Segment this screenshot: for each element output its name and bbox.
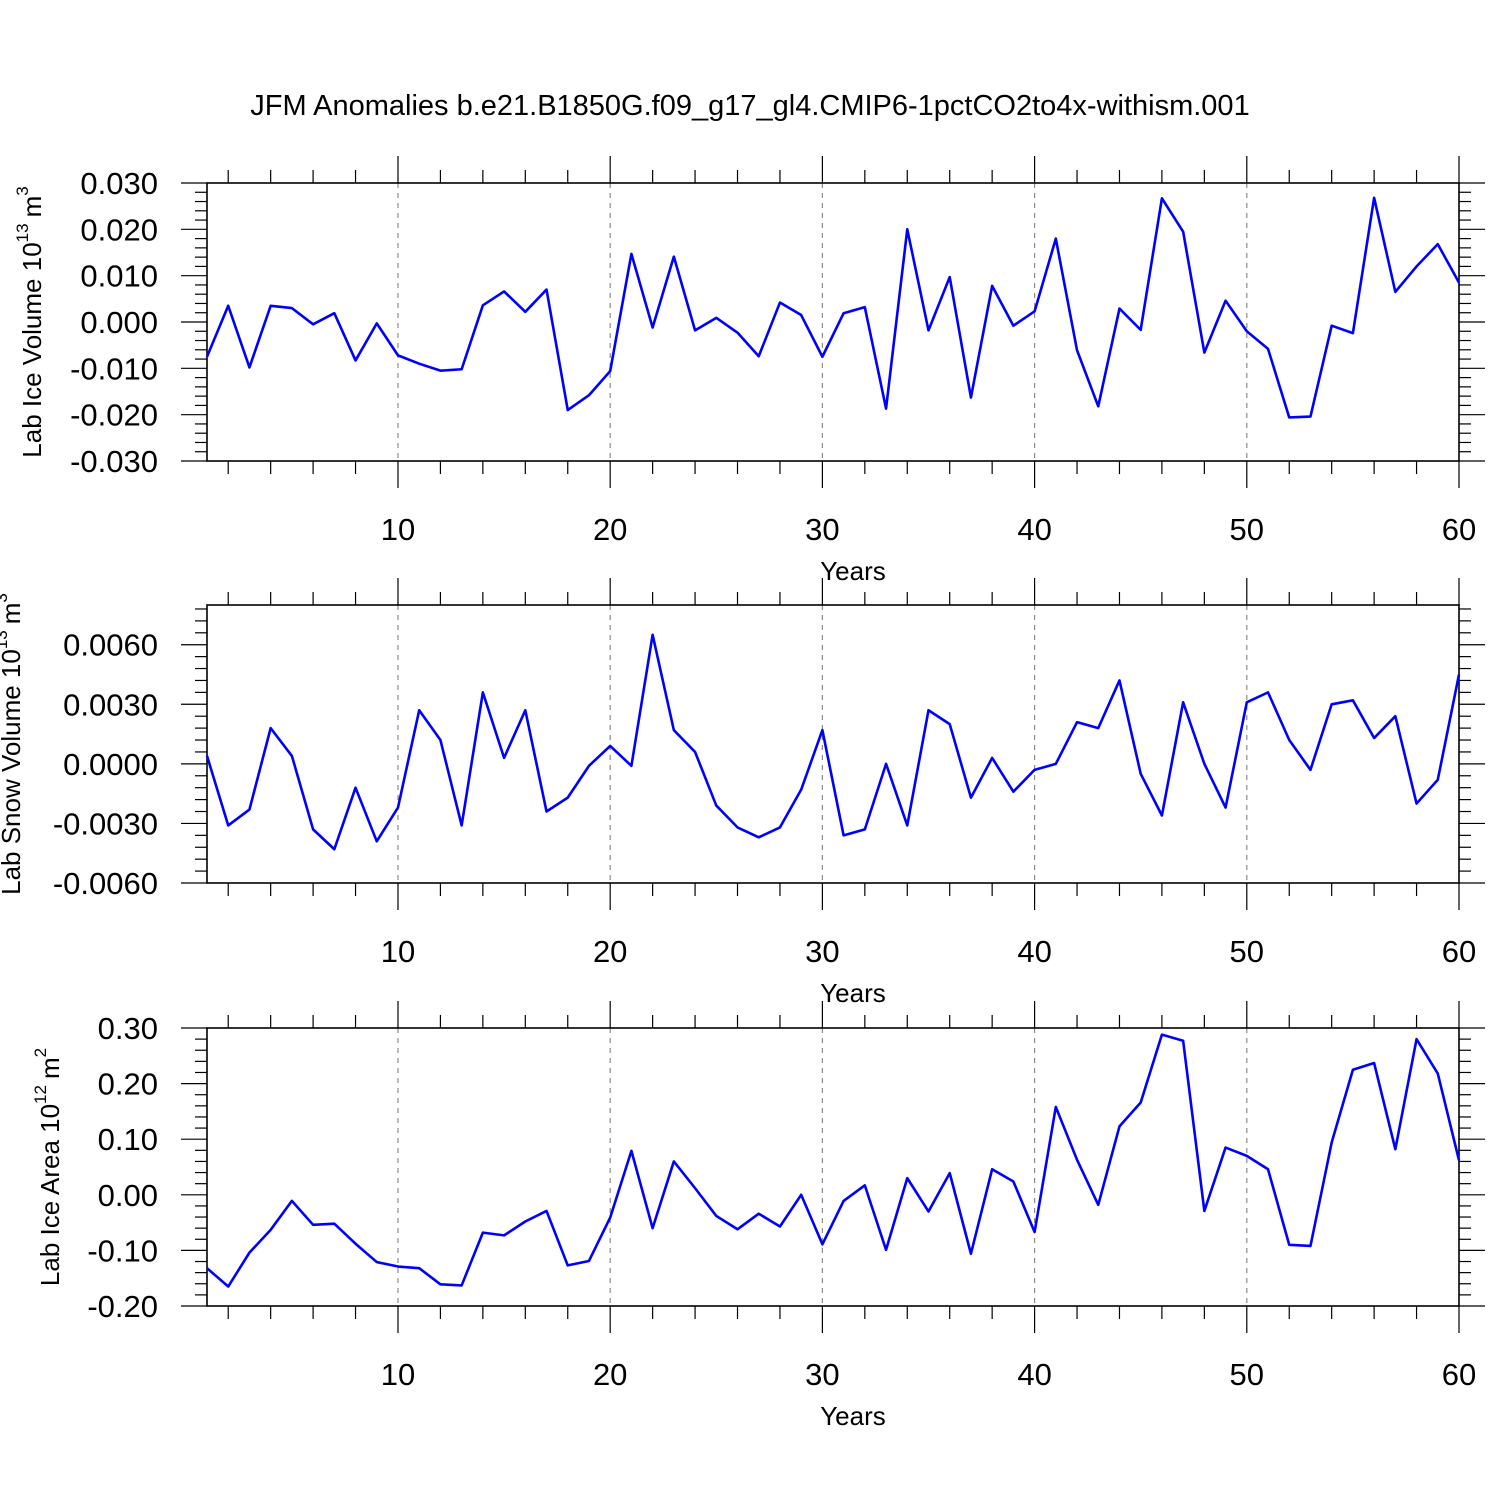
x-tick-label: 60 bbox=[1442, 934, 1476, 969]
y-axis-label-unit: m bbox=[35, 1057, 65, 1079]
y-tick-label: -0.20 bbox=[87, 1289, 158, 1324]
x-tick-label: 50 bbox=[1230, 1357, 1264, 1392]
y-axis-label-unit: m bbox=[17, 196, 47, 218]
series-line bbox=[205, 196, 1461, 419]
x-tick-label: 40 bbox=[1017, 934, 1051, 969]
x-tick-label: 40 bbox=[1017, 1357, 1051, 1392]
y-axis-label-unit-exponent: 2 bbox=[31, 1048, 50, 1057]
y-tick-label: 0.00 bbox=[98, 1178, 158, 1213]
y-tick-label: 0.020 bbox=[80, 212, 158, 247]
x-tick-label: 30 bbox=[805, 934, 839, 969]
y-tick-label: 0.0030 bbox=[63, 687, 158, 722]
y-tick-label: 0.0000 bbox=[63, 747, 158, 782]
y-tick-label: 0.30 bbox=[98, 1011, 158, 1046]
y-axis-label-text: Lab Snow Volume 10 bbox=[0, 649, 26, 895]
x-tick-label: 20 bbox=[593, 1357, 627, 1392]
x-tick-label: 20 bbox=[593, 512, 627, 547]
x-axis-label: Years bbox=[820, 556, 886, 586]
plot-frame bbox=[206, 182, 1460, 462]
figure-title: JFM Anomalies b.e21.B1850G.f09_g17_gl4.C… bbox=[250, 90, 1250, 122]
x-tick-label: 60 bbox=[1442, 512, 1476, 547]
y-tick-label: 0.20 bbox=[98, 1067, 158, 1102]
y-axis-label: Lab Ice Area 1012 m2 bbox=[31, 1048, 64, 1286]
plot-frame bbox=[206, 604, 1460, 884]
y-axis-label-unit: m bbox=[0, 603, 26, 625]
plot-frame bbox=[206, 1027, 1460, 1307]
y-axis-label-unit-exponent: 3 bbox=[13, 186, 32, 195]
y-tick-label: -0.10 bbox=[87, 1233, 158, 1268]
y-tick-label: 0.0060 bbox=[63, 628, 158, 663]
y-axis-label-text: Lab Ice Area 10 bbox=[35, 1104, 65, 1286]
y-axis-label: Lab Snow Volume 1013 m3 bbox=[0, 593, 26, 895]
y-axis-label-exponent: 12 bbox=[31, 1085, 50, 1104]
y-tick-label: -0.0060 bbox=[53, 866, 158, 901]
x-tick-label: 50 bbox=[1230, 934, 1264, 969]
x-tick-label: 50 bbox=[1230, 512, 1264, 547]
y-tick-label: 0.030 bbox=[80, 166, 158, 201]
series-line bbox=[205, 633, 1461, 851]
x-tick-label: 30 bbox=[805, 1357, 839, 1392]
panel-1: 10 20 30 40 50 60 -0.030 -0.020 -0.010 0.000 0.010… bbox=[13, 156, 1485, 586]
y-tick-label: 0.010 bbox=[80, 259, 158, 294]
x-tick-label: 10 bbox=[381, 934, 415, 969]
y-axis-label-text: Lab Ice Volume 10 bbox=[17, 242, 47, 457]
x-tick-label: 30 bbox=[805, 512, 839, 547]
x-axis-label: Years bbox=[820, 1401, 886, 1431]
y-axis-label: Lab Ice Volume 1013 m3 bbox=[13, 186, 46, 457]
y-tick-label: 0.10 bbox=[98, 1122, 158, 1157]
panel-2: 10 20 30 40 50 60 -0.0060 -0.0030 0.0000 0.0030 0.… bbox=[0, 578, 1485, 1008]
series-line bbox=[206, 1033, 1461, 1288]
x-tick-label: 10 bbox=[381, 1357, 415, 1392]
y-tick-label: -0.010 bbox=[70, 351, 158, 386]
y-tick-label: -0.030 bbox=[70, 444, 158, 479]
y-tick-label: -0.020 bbox=[70, 398, 158, 433]
y-tick-label: -0.0030 bbox=[53, 806, 158, 841]
x-axis-label: Years bbox=[820, 978, 886, 1008]
y-axis-label-exponent: 13 bbox=[0, 630, 11, 649]
y-tick-label: 0.000 bbox=[80, 305, 158, 340]
x-tick-label: 20 bbox=[593, 934, 627, 969]
y-axis-label-unit-exponent: 3 bbox=[0, 593, 11, 602]
y-axis-label-exponent: 13 bbox=[13, 223, 32, 242]
x-tick-label: 10 bbox=[381, 512, 415, 547]
x-tick-label: 60 bbox=[1442, 1357, 1476, 1392]
panel-3: 10 20 30 40 50 60 -0.20 -0.10 0.00 0.10 0.20 0.30 Ye… bbox=[31, 1001, 1485, 1431]
x-tick-label: 40 bbox=[1017, 512, 1051, 547]
